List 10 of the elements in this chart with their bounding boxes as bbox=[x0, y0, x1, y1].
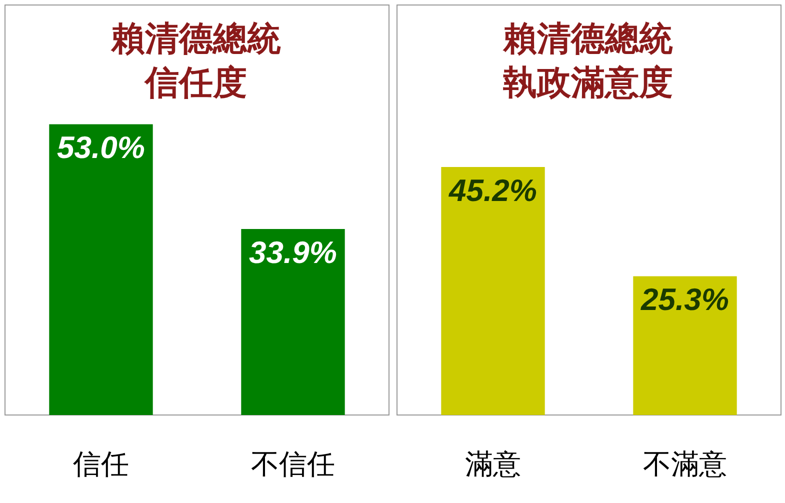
data-label: 45.2% bbox=[448, 173, 537, 208]
x-tick-label: 滿意 bbox=[465, 448, 521, 480]
chart-title: 賴清德總統執政滿意度 bbox=[502, 19, 673, 103]
data-label: 33.9% bbox=[249, 235, 337, 270]
chart-title: 賴清德總統信任度 bbox=[110, 19, 281, 103]
x-tick-label: 不滿意 bbox=[643, 448, 727, 480]
x-tick-label: 不信任 bbox=[251, 448, 335, 480]
x-tick-label: 信任 bbox=[73, 448, 129, 480]
data-label: 25.3% bbox=[640, 282, 729, 318]
data-label: 53.0% bbox=[57, 130, 145, 166]
